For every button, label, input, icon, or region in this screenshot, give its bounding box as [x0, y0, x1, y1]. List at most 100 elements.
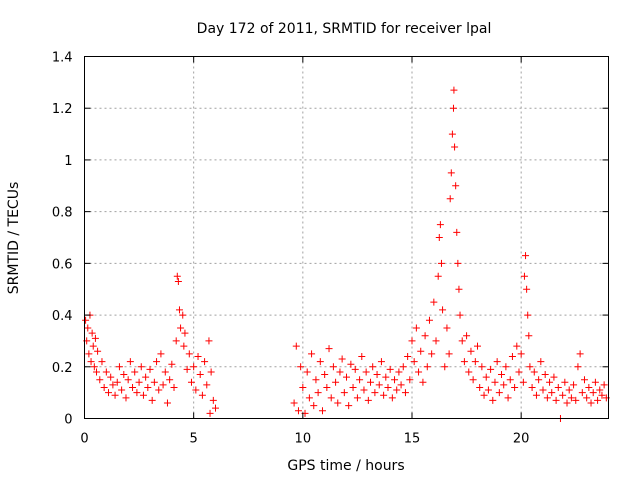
data-point: [539, 386, 547, 394]
x-tick-label: 20: [513, 432, 530, 447]
data-point: [435, 234, 443, 241]
data-point: [600, 381, 608, 389]
data-point: [445, 350, 453, 358]
data-point: [93, 368, 101, 376]
data-point: [371, 389, 379, 397]
data-point: [415, 368, 423, 376]
data-point: [522, 252, 530, 260]
data-point: [506, 376, 514, 384]
plot-frame: [84, 56, 609, 419]
data-point: [474, 342, 481, 350]
data-point: [364, 396, 372, 404]
data-point: [550, 373, 558, 381]
data-point: [450, 86, 458, 94]
data-point: [491, 378, 499, 386]
y-tick-label: 1.2: [52, 102, 73, 117]
data-point: [347, 360, 355, 368]
data-point: [489, 396, 497, 404]
data-point: [294, 407, 302, 415]
data-point: [129, 383, 137, 391]
data-point: [142, 373, 150, 381]
data-point: [198, 391, 206, 399]
data-point: [207, 368, 215, 376]
data-point: [587, 399, 595, 407]
data-point: [384, 383, 392, 391]
data-point: [391, 376, 399, 384]
data-point: [513, 342, 521, 350]
data-point: [482, 373, 490, 381]
x-tick-label: 0: [80, 432, 88, 447]
data-point: [155, 386, 163, 394]
data-point: [89, 342, 97, 350]
data-point: [428, 350, 436, 358]
x-tick-label: 10: [295, 432, 312, 447]
data-point: [362, 368, 370, 376]
data-point: [94, 347, 102, 355]
data-point: [554, 383, 562, 391]
data-point: [312, 376, 320, 384]
data-point: [334, 399, 342, 407]
data-point: [574, 363, 582, 371]
data-point: [493, 358, 501, 366]
data-point: [84, 324, 92, 332]
data-point: [452, 182, 460, 190]
data-point: [478, 363, 486, 371]
data-point: [578, 389, 586, 397]
grid-lines: [84, 56, 609, 419]
data-point: [90, 363, 98, 371]
data-point: [88, 329, 96, 337]
data-point: [297, 363, 305, 371]
data-point: [177, 324, 185, 332]
data-point: [173, 272, 181, 280]
data-point: [476, 383, 484, 391]
data-point: [454, 259, 462, 267]
data-point: [190, 363, 198, 371]
data-point: [447, 169, 455, 177]
data-point: [589, 389, 597, 397]
data-point: [537, 358, 545, 366]
y-tick-label: 0.4: [52, 309, 73, 324]
data-point: [563, 399, 571, 407]
data-point: [327, 394, 335, 402]
data-point: [425, 316, 433, 324]
data-point: [148, 396, 156, 404]
x-tick-label: 5: [190, 432, 198, 447]
data-point: [131, 368, 139, 376]
data-point: [299, 383, 307, 391]
data-point: [305, 394, 313, 402]
data-point: [91, 334, 99, 342]
data-point: [174, 277, 182, 285]
data-point: [316, 358, 324, 366]
data-point: [565, 386, 573, 394]
data-point: [96, 376, 104, 384]
data-point: [329, 363, 337, 371]
data-point: [212, 404, 219, 412]
data-point: [175, 306, 183, 314]
axis-ticks: 0 5 10 15 20 0 0.2 0.4 0.6 0.8 1 1.2 1.4: [52, 51, 609, 447]
data-point: [515, 368, 523, 376]
data-point: [543, 394, 551, 402]
x-tick-label: 15: [404, 432, 421, 447]
data-point: [343, 373, 350, 381]
data-point: [332, 378, 340, 386]
data-point: [153, 358, 161, 366]
data-point: [85, 350, 93, 358]
data-point: [126, 358, 134, 366]
data-point: [576, 350, 584, 358]
data-point: [185, 350, 193, 358]
data-point: [351, 365, 359, 373]
data-point: [408, 337, 416, 345]
data-point: [451, 143, 459, 151]
data-point: [526, 363, 534, 371]
data-point: [552, 396, 560, 404]
data-point: [399, 363, 407, 371]
data-point: [434, 272, 442, 280]
data-point: [443, 324, 451, 332]
data-point: [580, 376, 588, 384]
data-point: [382, 373, 390, 381]
data-point: [570, 381, 578, 389]
data-point: [118, 386, 126, 394]
data-point: [525, 332, 533, 340]
y-tick-label: 0.6: [52, 257, 73, 272]
